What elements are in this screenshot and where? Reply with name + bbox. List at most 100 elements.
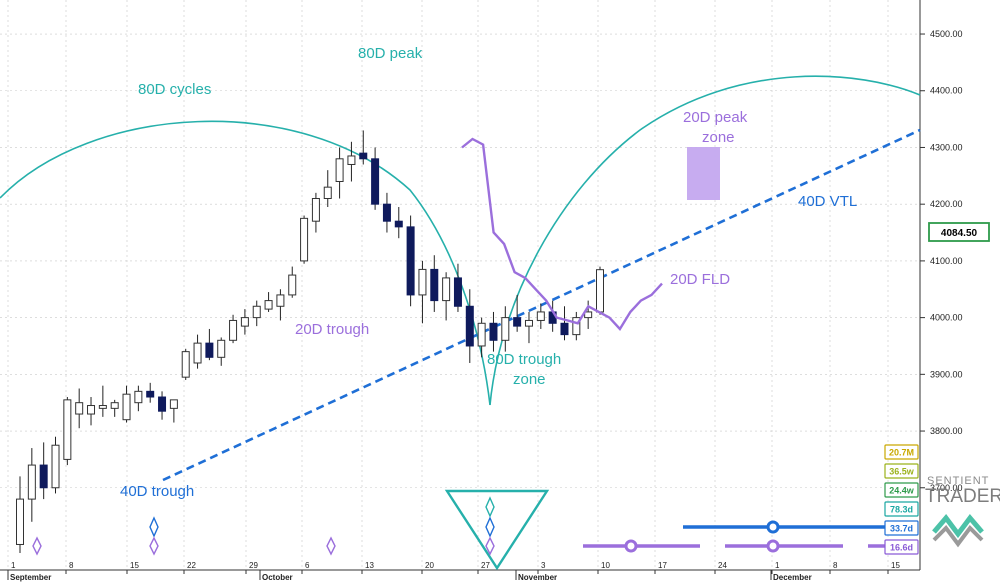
forecast-ranges (583, 520, 898, 553)
label-80d-peak: 80D peak (358, 45, 423, 62)
label-40d-trough: 40D trough (120, 483, 194, 500)
gridlines (0, 0, 920, 570)
candle-body (418, 268, 427, 296)
diamond-marker (149, 516, 159, 538)
candle-body (453, 277, 462, 307)
candle-body (39, 464, 48, 489)
candle-body (513, 317, 522, 327)
candlesticks (16, 130, 604, 553)
candle-body (146, 390, 155, 398)
cycle-length-pill (884, 444, 919, 460)
brand-mark-shadow (932, 524, 984, 548)
cycle-length-badges: 20.7M 36.5w 24.4w 78.3d 33.7d 16.6d (884, 444, 919, 555)
diamond-marker (32, 536, 42, 556)
label-40d-vtl: 40D VTL (798, 193, 857, 210)
diamond-marker (485, 536, 495, 556)
candle-body (63, 399, 72, 460)
candle-body (300, 217, 309, 262)
candle-body (27, 464, 36, 500)
candle-body (16, 498, 24, 545)
diamond-marker (326, 536, 336, 556)
diamond-marker (485, 496, 495, 518)
trough-zone-triangle (444, 489, 550, 571)
y-tick-label: 4000.00 (930, 313, 963, 323)
candle-body (442, 277, 451, 302)
x-tick-label: 17 (658, 561, 667, 570)
y-tick-label: 4200.00 (930, 199, 963, 209)
forecast-center-purple-1 (624, 539, 638, 553)
candle-body (371, 158, 380, 205)
y-tick-label: 4400.00 (930, 86, 963, 96)
candle-body (536, 311, 545, 321)
cycle-length-pill (884, 463, 919, 479)
candle-body (240, 317, 249, 327)
candle-body (465, 305, 474, 347)
x-tick-label: 27 (481, 561, 490, 570)
candle-body (169, 399, 178, 409)
cycle-length-label: 33.7d (890, 524, 913, 534)
candle-body (572, 317, 581, 336)
label-20d-trough: 20D trough (295, 321, 369, 338)
candle-body (252, 305, 261, 319)
candle-body (359, 152, 368, 160)
candle-body (524, 319, 533, 327)
candle-body (193, 342, 202, 364)
label-20d-peak-zone-line2: zone (702, 129, 735, 146)
candle-body (122, 393, 131, 421)
candle-body (347, 155, 356, 165)
forecast-center-purple-2 (766, 539, 780, 553)
y-tick-label: 3700.00 (930, 483, 963, 493)
candle-body (311, 198, 320, 222)
candle-body (584, 311, 593, 319)
diamond-marker (149, 536, 159, 556)
cycle-length-pill (884, 501, 919, 517)
last-price-box (928, 222, 990, 242)
brand-mark (932, 514, 984, 539)
x-tick-label: 15 (130, 561, 139, 570)
y-axis-ticks: 4500.00 4400.00 4300.00 4200.00 4100.00 4000.… (920, 29, 963, 493)
x-month-label: September (10, 573, 51, 582)
candle-body (489, 322, 498, 341)
y-tick-label: 3800.00 (930, 426, 963, 436)
candle-body (323, 186, 332, 200)
cycle-markers (32, 496, 495, 556)
x-month-label: December (773, 573, 812, 582)
x-axis-ticks: 1 8 15 22 29 6 13 20 27 3 10 17 24 1 8 15 September Octob… (7, 561, 900, 582)
candle-body (181, 351, 190, 378)
brand-logo: SENTIENT TRADER (925, 475, 1000, 548)
cycle-length-pill (884, 520, 919, 536)
x-tick-label: 29 (249, 561, 258, 570)
cycle-length-label: 20.7M (889, 448, 914, 458)
label-80d-trough-zone-line2: zone (513, 371, 546, 388)
x-tick-label: 10 (601, 561, 610, 570)
label-20d-fld: 20D FLD (670, 271, 730, 288)
candle-body (75, 402, 84, 415)
candle-body (110, 402, 119, 409)
cycle-length-label: 16.6d (890, 543, 913, 553)
y-tick-label: 4500.00 (930, 29, 963, 39)
cycle-length-label: 36.5w (889, 467, 915, 477)
candle-body (394, 220, 403, 228)
candle-body (501, 317, 510, 341)
cycle-length-label: 24.4w (889, 486, 915, 496)
peak-zone-20d-box (687, 147, 720, 200)
candle-body (51, 444, 60, 489)
candle-body (430, 268, 439, 302)
candle-body (87, 405, 96, 415)
candle-body (596, 269, 604, 313)
label-80d-trough-zone-line1: 80D trough (487, 351, 561, 368)
last-price-label: 4084.50 (941, 228, 978, 239)
x-tick-label: 13 (365, 561, 374, 570)
x-tick-label: 1 (11, 561, 16, 570)
candle-body (264, 300, 273, 310)
candle-body (158, 396, 167, 412)
candle-body (205, 342, 214, 358)
candle-body (335, 158, 344, 182)
diamond-marker (485, 516, 495, 538)
x-tick-label: 15 (891, 561, 900, 570)
x-tick-label: 1 (775, 561, 780, 570)
cycle-length-pill (884, 539, 919, 555)
brand-line1: SENTIENT (927, 475, 989, 487)
forecast-center-blue (766, 520, 780, 534)
